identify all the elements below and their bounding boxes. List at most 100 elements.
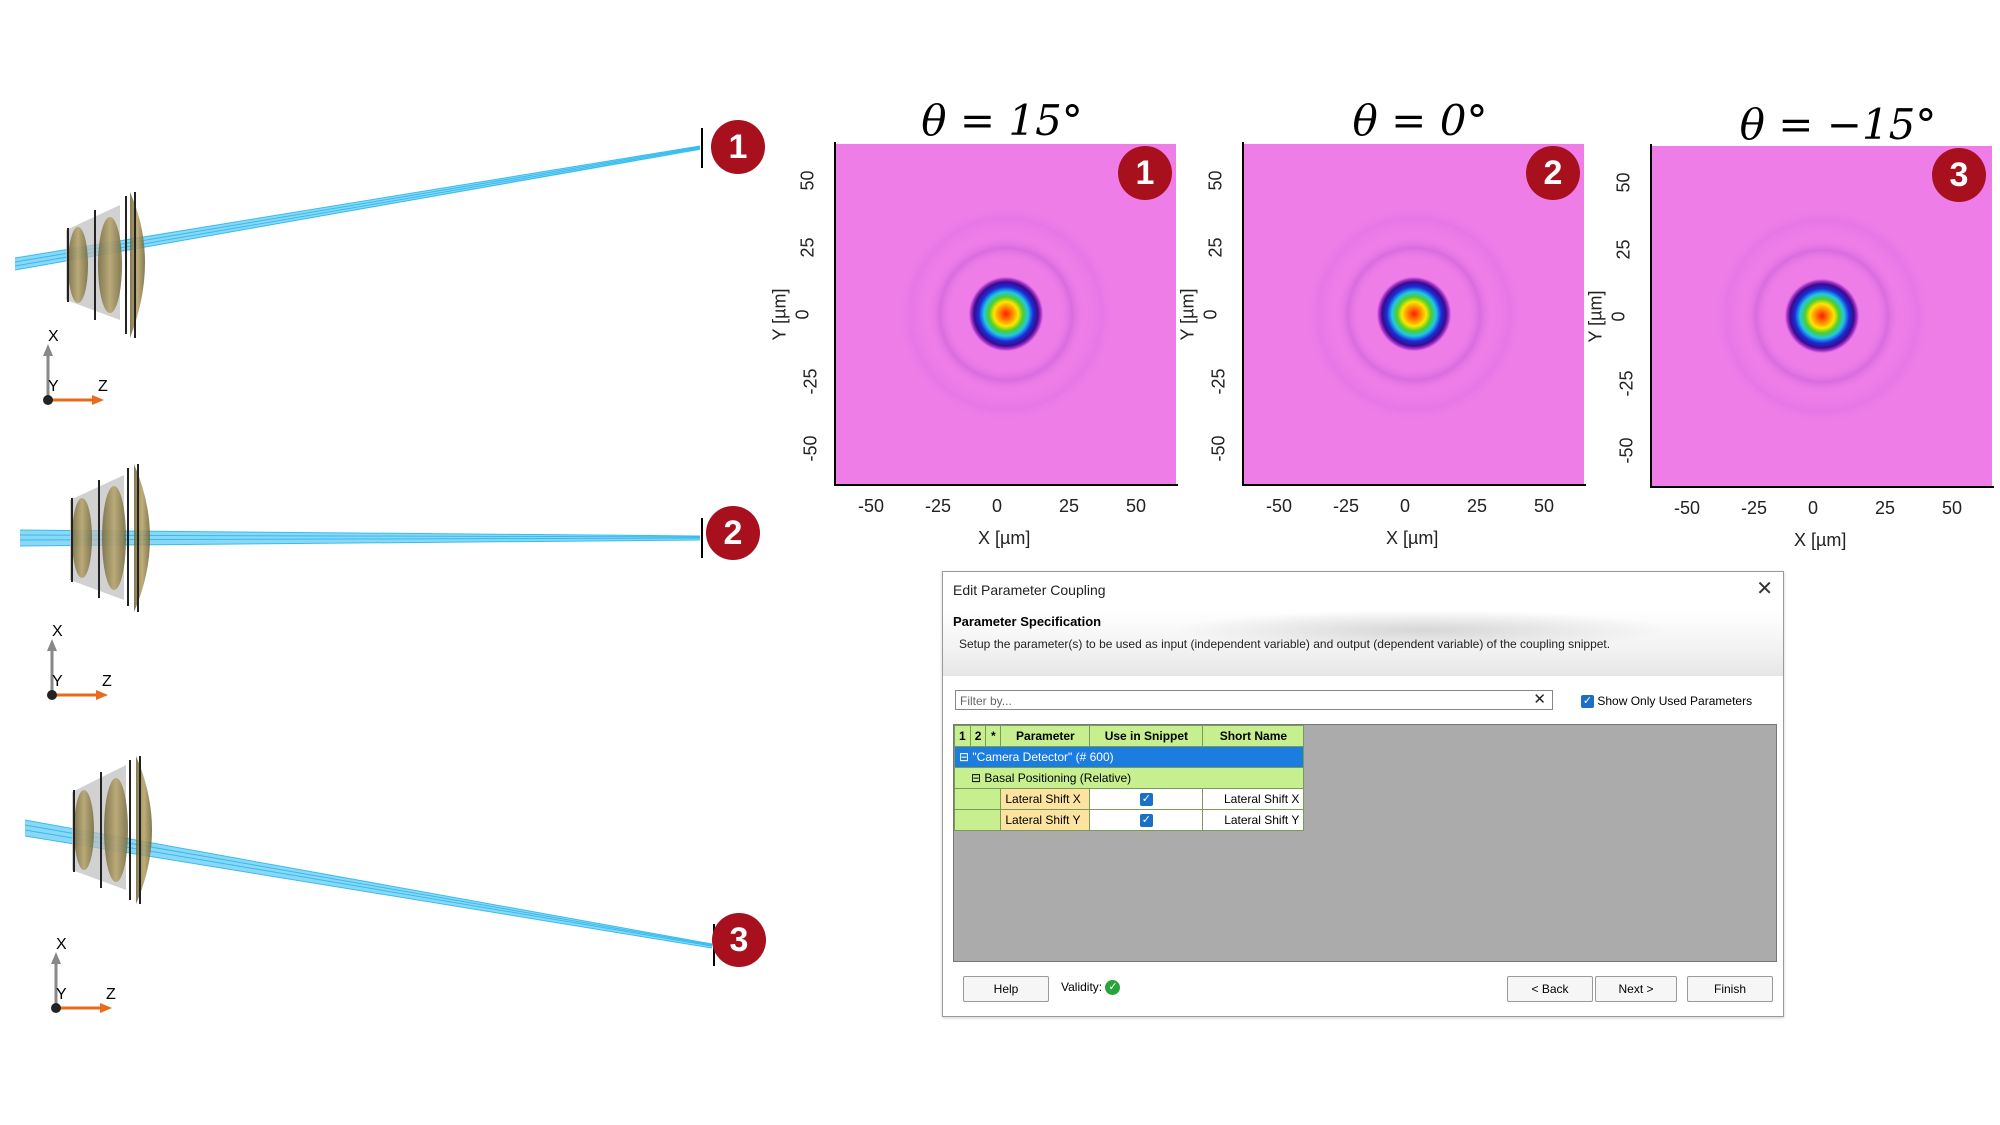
edit-parameter-coupling-dialog: Edit Parameter Coupling ✕ Parameter Spec… xyxy=(942,571,1784,1017)
x-tick-label: 0 xyxy=(1400,496,1411,516)
y-tick-label: 25 xyxy=(1205,237,1226,258)
lens-3c xyxy=(136,756,152,904)
plot-badge-2: 2 xyxy=(1526,146,1580,200)
tree-root-row[interactable]: ⊟ "Camera Detector" (# 600) xyxy=(953,746,1305,768)
show-only-used-label: Show Only Used Parameters xyxy=(1597,694,1753,708)
lens-2c xyxy=(134,464,150,612)
axis-label-z-3: Z xyxy=(106,986,116,1003)
finish-button[interactable]: Finish xyxy=(1687,976,1773,1002)
validity-indicator: Validity: ✓ xyxy=(1061,980,1121,996)
x-axis-label: X [µm] xyxy=(978,528,1031,548)
filter-input[interactable]: Filter by... ✕ xyxy=(955,690,1553,710)
y-tick-label: -50 xyxy=(1208,435,1229,462)
collapse-icon[interactable]: ⊟ xyxy=(959,750,970,764)
badge-setup-1: 1 xyxy=(711,120,765,174)
table-row[interactable]: Lateral Shift Y ✓ Lateral Shift Y xyxy=(953,809,1305,831)
axis-label-x-3: X xyxy=(56,936,67,953)
col-header-parameter[interactable]: Parameter xyxy=(1000,725,1091,747)
parameter-table: 1 2 * Parameter Use in Snippet Short Nam… xyxy=(953,725,1305,831)
y-tick-label: -50 xyxy=(800,435,821,462)
setup-3 xyxy=(24,756,715,966)
header-swoosh xyxy=(1173,610,1673,650)
field-plot-1 xyxy=(836,144,1176,484)
help-button[interactable]: Help xyxy=(963,976,1049,1002)
plot-axis-frame-bottom xyxy=(1242,484,1586,486)
ray-bundle-3 xyxy=(25,820,712,948)
y-tick-label: 25 xyxy=(797,237,818,258)
x-axis-label: X [µm] xyxy=(1794,530,1847,550)
ray-bundle-2 xyxy=(20,530,700,546)
close-icon[interactable]: ✕ xyxy=(1756,578,1773,600)
plot-axis-frame-left xyxy=(1650,144,1652,488)
x-tick-label: 50 xyxy=(1126,496,1147,516)
field-plot-2 xyxy=(1244,144,1584,484)
plot-title-3: θ = −15° xyxy=(1739,100,1937,149)
axis-triad-1 xyxy=(43,344,104,405)
x-tick-label: -50 xyxy=(858,496,885,516)
plot-axis-frame-left xyxy=(834,142,836,486)
setup-1 xyxy=(14,128,703,338)
tree-root-label: "Camera Detector" (# 600) xyxy=(972,750,1114,764)
parameter-cell: Lateral Shift X xyxy=(1000,788,1091,810)
x-tick-label: -25 xyxy=(925,496,952,516)
x-tick-label: 50 xyxy=(1942,498,1963,518)
x-tick-label: 25 xyxy=(1875,498,1896,518)
axis-label-z-2: Z xyxy=(102,673,112,690)
filter-placeholder: Filter by... xyxy=(960,694,1012,708)
x-tick-label: -50 xyxy=(1266,496,1293,516)
y-tick-label: 0 xyxy=(1608,311,1629,322)
next-button[interactable]: Next > xyxy=(1595,976,1677,1002)
col-header-short-name[interactable]: Short Name xyxy=(1202,725,1305,747)
x-tick-label: -50 xyxy=(1674,498,1701,518)
y-tick-label: -25 xyxy=(1208,368,1229,395)
axis-triad-2 xyxy=(47,639,108,700)
field-plot-3 xyxy=(1652,146,1992,486)
show-only-used-checkbox[interactable]: ✓ Show Only Used Parameters xyxy=(1581,694,1753,709)
plot-badge-3: 3 xyxy=(1932,148,1986,202)
check-circle-icon: ✓ xyxy=(1105,980,1121,996)
lens-1c xyxy=(130,192,145,338)
y-tick-label: 25 xyxy=(1613,239,1634,260)
table-row[interactable]: Lateral Shift X ✓ Lateral Shift X xyxy=(953,788,1305,810)
dialog-title: Edit Parameter Coupling xyxy=(953,582,1106,598)
x-tick-label: 25 xyxy=(1059,496,1080,516)
short-name-cell[interactable]: Lateral Shift Y xyxy=(1202,809,1305,831)
plot-axis-frame-bottom xyxy=(834,484,1178,486)
section-description: Setup the parameter(s) to be used as inp… xyxy=(959,637,1611,651)
use-in-snippet-checkbox[interactable]: ✓ xyxy=(1139,793,1153,807)
plot-title-1: θ = 15° xyxy=(921,96,1083,145)
plot-axis-frame-left xyxy=(1242,142,1244,486)
plot-badge-1: 1 xyxy=(1118,146,1172,200)
y-axis-label: Y [µm] xyxy=(769,288,790,341)
validity-label: Validity: xyxy=(1061,980,1103,994)
axis-label-z-1: Z xyxy=(98,378,108,395)
axis-triad-3 xyxy=(51,952,112,1013)
clear-filter-icon[interactable]: ✕ xyxy=(1533,691,1546,708)
col-header-2[interactable]: 2 xyxy=(969,725,987,747)
axis-label-y-3: Y xyxy=(56,986,67,1003)
plot-axis-frame-bottom xyxy=(1650,486,1994,488)
y-tick-label: 50 xyxy=(1613,172,1634,193)
parameter-cell: Lateral Shift Y xyxy=(1000,809,1091,831)
col-header-1[interactable]: 1 xyxy=(954,725,971,747)
short-name-cell[interactable]: Lateral Shift X xyxy=(1202,788,1305,810)
tree-group-row[interactable]: ⊟ Basal Positioning (Relative) xyxy=(953,767,1305,789)
col-header-use-in-snippet[interactable]: Use in Snippet xyxy=(1089,725,1204,747)
use-in-snippet-checkbox[interactable]: ✓ xyxy=(1139,814,1153,828)
x-tick-label: 0 xyxy=(1808,498,1819,518)
y-tick-label: -25 xyxy=(800,368,821,395)
y-tick-label: -50 xyxy=(1616,437,1637,464)
col-header-star[interactable]: * xyxy=(985,725,1002,747)
collapse-icon[interactable]: ⊟ xyxy=(971,771,982,785)
y-tick-label: 0 xyxy=(1200,309,1221,320)
axis-label-x-1: X xyxy=(48,328,59,345)
x-tick-label: 25 xyxy=(1467,496,1488,516)
y-tick-label: 50 xyxy=(1205,170,1226,191)
optical-setups xyxy=(14,128,715,1013)
y-tick-label: 50 xyxy=(797,170,818,191)
back-button[interactable]: < Back xyxy=(1507,976,1593,1002)
badge-setup-2: 2 xyxy=(706,506,760,560)
lens-2b xyxy=(102,486,126,590)
tree-group-label: Basal Positioning (Relative) xyxy=(984,771,1132,785)
checkbox-checked-icon[interactable]: ✓ xyxy=(1581,695,1594,709)
